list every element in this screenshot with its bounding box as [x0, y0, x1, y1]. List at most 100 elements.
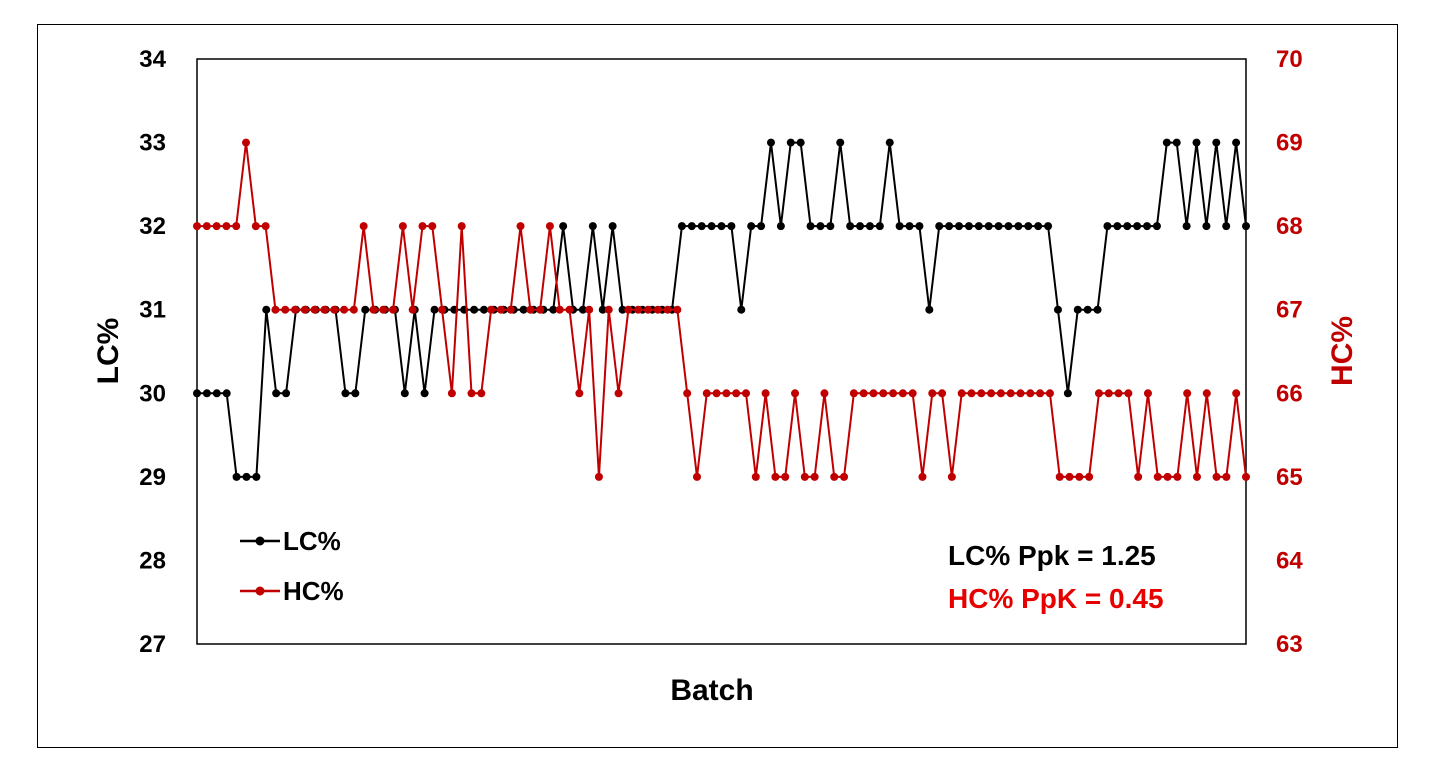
legend: LC% HC% [240, 526, 344, 606]
data-point-hc [840, 472, 849, 481]
right-tick-label: 68 [1276, 213, 1303, 240]
left-tick-label: 28 [139, 547, 166, 574]
left-tick-label: 30 [139, 380, 166, 407]
data-point-lc [1182, 222, 1191, 231]
data-point-hc [800, 472, 809, 481]
data-point-hc [1222, 472, 1231, 481]
data-point-lc [1152, 222, 1161, 231]
data-point-lc [707, 222, 716, 231]
data-point-hc [575, 389, 584, 398]
data-point-hc [1026, 389, 1035, 398]
data-point-hc [1192, 472, 1201, 481]
data-point-hc [967, 389, 976, 398]
series-hc [193, 138, 1250, 481]
data-point-hc [1055, 472, 1064, 481]
data-point-lc [1093, 305, 1102, 314]
left-tick-label: 31 [139, 297, 166, 324]
data-point-lc [588, 222, 597, 231]
data-point-hc [526, 305, 535, 314]
left-tick-label: 33 [139, 130, 166, 157]
data-point-lc [1133, 222, 1142, 231]
data-point-hc [614, 389, 623, 398]
data-point-lc [1034, 222, 1043, 231]
data-point-lc [420, 389, 429, 398]
annotation-lc-ppk: LC% Ppk = 1.25 [948, 540, 1156, 571]
annotation-hc-ppk: HC% PpK = 0.45 [948, 583, 1164, 614]
data-point-hc [555, 305, 564, 314]
data-point-hc [585, 305, 594, 314]
data-point-lc [1212, 138, 1221, 147]
data-point-lc [1024, 222, 1033, 231]
data-point-lc [400, 389, 409, 398]
data-point-hc [663, 305, 672, 314]
data-point-lc [559, 222, 568, 231]
left-axis-ticks: 27 28 29 30 31 32 33 34 [139, 46, 166, 658]
data-point-hc [977, 389, 986, 398]
data-point-hc [545, 222, 554, 231]
data-point-lc [193, 389, 201, 398]
data-point-hc [1016, 389, 1025, 398]
right-tick-label: 64 [1276, 547, 1303, 574]
data-point-lc [1073, 305, 1082, 314]
data-point-hc [1104, 389, 1113, 398]
data-point-hc [1183, 389, 1192, 398]
data-point-lc [282, 389, 291, 398]
data-point-lc [826, 222, 835, 231]
data-point-lc [915, 222, 924, 231]
right-tick-label: 66 [1276, 380, 1303, 407]
data-point-lc [578, 305, 587, 314]
data-point-lc [737, 305, 746, 314]
data-point-hc [908, 389, 917, 398]
data-point-hc [487, 305, 496, 314]
data-point-lc [1222, 222, 1231, 231]
data-point-hc [761, 389, 770, 398]
data-point-lc [875, 222, 884, 231]
data-point-lc [549, 305, 558, 314]
data-point-hc [653, 305, 662, 314]
data-point-hc [1075, 472, 1084, 481]
data-point-lc [1143, 222, 1152, 231]
data-point-hc [222, 222, 231, 231]
data-point-lc [747, 222, 756, 231]
data-point-hc [889, 389, 898, 398]
data-point-hc [389, 305, 398, 314]
data-point-lc [252, 472, 261, 481]
data-point-lc [272, 389, 281, 398]
data-point-hc [271, 305, 280, 314]
data-point-hc [1163, 472, 1172, 481]
data-point-hc [1153, 472, 1162, 481]
data-point-lc [984, 222, 993, 231]
data-point-hc [1143, 389, 1152, 398]
data-point-hc [506, 305, 515, 314]
data-point-hc [359, 222, 368, 231]
data-point-lc [717, 222, 726, 231]
data-point-lc [994, 222, 1003, 231]
left-tick-label: 29 [139, 464, 166, 491]
right-axis-title: HC% [1326, 316, 1359, 386]
data-point-hc [242, 138, 251, 147]
data-point-hc [947, 472, 956, 481]
data-point-hc [428, 222, 437, 231]
data-point-hc [438, 305, 447, 314]
data-point-hc [300, 305, 309, 314]
data-point-hc [565, 305, 574, 314]
data-point-lc [836, 138, 845, 147]
data-point-lc [212, 389, 221, 398]
data-point-hc [1036, 389, 1045, 398]
data-point-lc [727, 222, 736, 231]
data-point-hc [320, 305, 329, 314]
data-point-hc [477, 389, 486, 398]
data-point-lc [618, 305, 627, 314]
data-point-hc [349, 305, 358, 314]
data-point-lc [1232, 138, 1241, 147]
data-point-lc [1044, 222, 1053, 231]
data-point-lc [242, 472, 251, 481]
data-point-hc [810, 472, 819, 481]
data-point-hc [291, 305, 300, 314]
data-point-lc [351, 389, 360, 398]
data-point-lc [1063, 389, 1072, 398]
data-point-hc [281, 305, 290, 314]
data-point-lc [945, 222, 954, 231]
series-layer [193, 138, 1250, 481]
data-point-lc [202, 389, 211, 398]
